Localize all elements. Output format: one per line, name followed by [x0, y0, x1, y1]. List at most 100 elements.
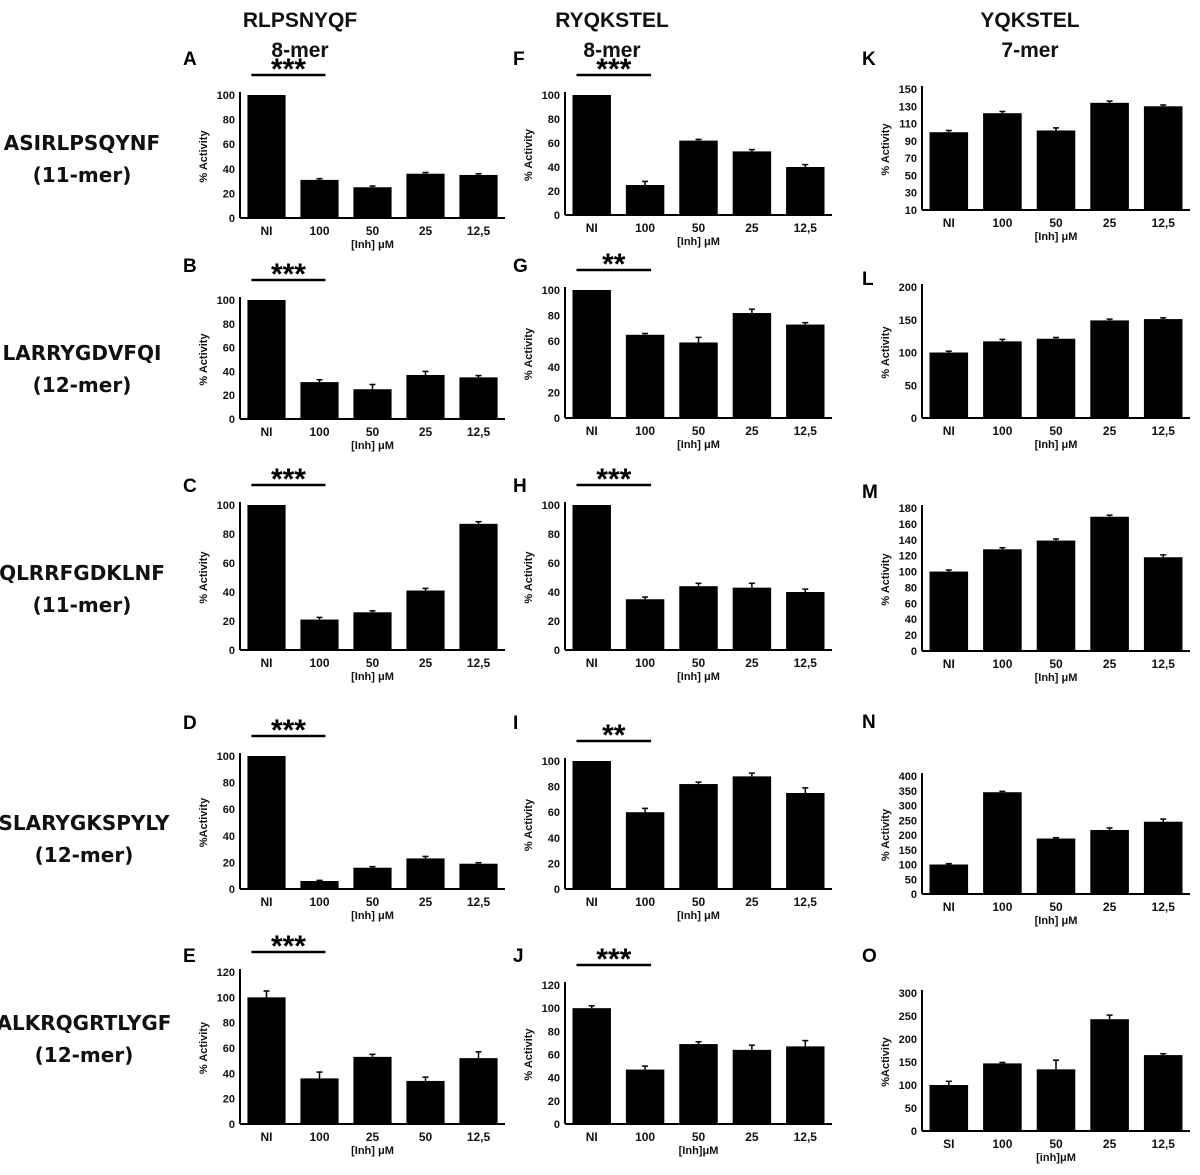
y-tick-label: 80 — [223, 778, 235, 790]
x-tick-label: NI — [586, 895, 598, 909]
significance-stars: *** — [271, 53, 306, 86]
x-tick-label: 50 — [419, 1130, 433, 1144]
row-header-5-sub: (12-mer) — [35, 1043, 134, 1067]
y-tick-label: 80 — [548, 311, 560, 323]
x-tick-label: 100 — [309, 1130, 329, 1144]
bar-25 — [353, 1056, 392, 1124]
significance-stars: *** — [596, 463, 631, 496]
y-tick-label: 0 — [229, 645, 235, 657]
bar-50 — [353, 867, 392, 889]
y-tick-label: 100 — [542, 90, 560, 102]
row-header-5: ALKRQGRTLYGF — [0, 1011, 171, 1035]
y-tick-label: 130 — [899, 101, 917, 113]
bar-25 — [1090, 102, 1129, 210]
significance-stars: *** — [271, 463, 306, 496]
x-tick-label: 50 — [1049, 657, 1063, 671]
y-tick-label: 100 — [217, 500, 235, 512]
y-axis-label: % Activity — [198, 551, 210, 604]
row-headers: ASIRLPSQYNF (11-mer) LARRYGDVFQI (12-mer… — [0, 131, 171, 1067]
y-tick-label: 50 — [905, 1103, 917, 1115]
bar-12,5 — [786, 324, 825, 418]
bar-12,5 — [1143, 821, 1183, 894]
significance-stars: *** — [271, 714, 306, 747]
panel-l: L 0 50 100 150 200 % Activity NI 100 50 25 12,5 [Inh… — [862, 269, 1190, 451]
y-tick-label: 0 — [911, 413, 917, 425]
x-tick-label: NI — [943, 657, 955, 671]
y-tick-label: 0 — [554, 413, 560, 425]
y-tick-label: 300 — [899, 801, 917, 813]
panel-letter: F — [513, 49, 525, 70]
x-tick-label: 12,5 — [1152, 216, 1176, 230]
x-tick-label: SI — [943, 1137, 954, 1151]
bar-100 — [300, 179, 339, 218]
bar-50 — [1036, 540, 1076, 651]
panel-f: F 0 20 40 60 80 100 % Activity NI 100 50 25 12,5 [Inh… — [513, 49, 832, 248]
bar-NI — [929, 864, 969, 894]
bar-NI — [572, 1008, 611, 1124]
y-tick-label: 20 — [223, 390, 235, 402]
x-tick-label: 100 — [992, 216, 1012, 230]
y-tick-label: 20 — [548, 1096, 560, 1108]
bar-100 — [300, 881, 339, 889]
y-tick-label: 80 — [905, 582, 917, 594]
bar-50 — [353, 389, 392, 419]
panel-letter: L — [862, 269, 874, 290]
significance-stars: ** — [602, 248, 626, 281]
x-tick-label: 12,5 — [794, 221, 818, 235]
column-header-2: RYQKSTEL — [555, 9, 669, 32]
y-tick-label: 40 — [548, 1073, 560, 1085]
panel-letter: D — [183, 713, 197, 734]
y-tick-label: 20 — [548, 616, 560, 628]
y-tick-label: 120 — [217, 967, 235, 979]
x-tick-label: 25 — [745, 424, 759, 438]
bar-50 — [1036, 338, 1076, 418]
y-tick-label: 40 — [548, 162, 560, 174]
bar-50 — [1036, 838, 1076, 894]
y-tick-label: 40 — [223, 1068, 235, 1080]
panel-letter: J — [513, 946, 524, 967]
bar-12,5 — [1143, 106, 1183, 210]
row-header-1: ASIRLPSQYNF — [4, 131, 160, 155]
bar-100 — [300, 619, 339, 650]
x-tick-label: 50 — [1049, 216, 1063, 230]
bar-100 — [983, 549, 1022, 651]
x-axis-label: [Inh] μM — [351, 239, 394, 251]
y-tick-label: 100 — [217, 992, 235, 1004]
y-tick-label: 200 — [899, 282, 917, 294]
bar-12,5 — [459, 863, 498, 889]
x-axis-label: [Inh]μM — [679, 1145, 719, 1157]
x-tick-label: NI — [261, 425, 273, 439]
y-tick-label: 200 — [899, 830, 917, 842]
y-axis-label: % Activity — [523, 551, 535, 604]
x-tick-label: 100 — [635, 1130, 655, 1144]
x-axis-label: [Inh] μM — [351, 440, 394, 452]
bar-50 — [679, 342, 718, 418]
x-tick-label: 100 — [992, 657, 1012, 671]
x-tick-label: 25 — [1103, 657, 1117, 671]
x-tick-label: NI — [586, 1130, 598, 1144]
panel-a: A 0 20 40 60 80 100 % Activity NI 100 50 25 12,5 [Inh… — [183, 49, 505, 251]
y-tick-label: 120 — [899, 551, 917, 563]
panel-n: N 0 50 100 150 200 250 300 350 400 % Activity NI 100… — [862, 712, 1190, 927]
y-tick-label: 60 — [548, 807, 560, 819]
panel-e: E 0 20 40 60 80 100 120 % Activity NI 100 25 50 12,5 [… — [183, 930, 505, 1157]
bar-50 — [679, 1044, 718, 1124]
y-tick-label: 0 — [229, 1119, 235, 1131]
x-tick-label: 25 — [1103, 216, 1117, 230]
bar-100 — [983, 1063, 1022, 1131]
bar-100 — [625, 185, 665, 215]
y-axis-label: % Activity — [880, 326, 892, 379]
y-tick-label: 250 — [899, 1011, 917, 1023]
bar-25 — [406, 858, 445, 889]
bar-NI — [572, 290, 611, 418]
y-tick-label: 40 — [223, 587, 235, 599]
bar-100 — [300, 382, 339, 419]
bar-12,5 — [786, 793, 825, 889]
y-tick-label: 400 — [899, 771, 917, 783]
x-tick-label: 50 — [366, 224, 380, 238]
x-tick-label: 25 — [419, 224, 433, 238]
y-tick-label: 80 — [223, 1018, 235, 1030]
x-axis-label: [Inh] μM — [1035, 231, 1078, 243]
